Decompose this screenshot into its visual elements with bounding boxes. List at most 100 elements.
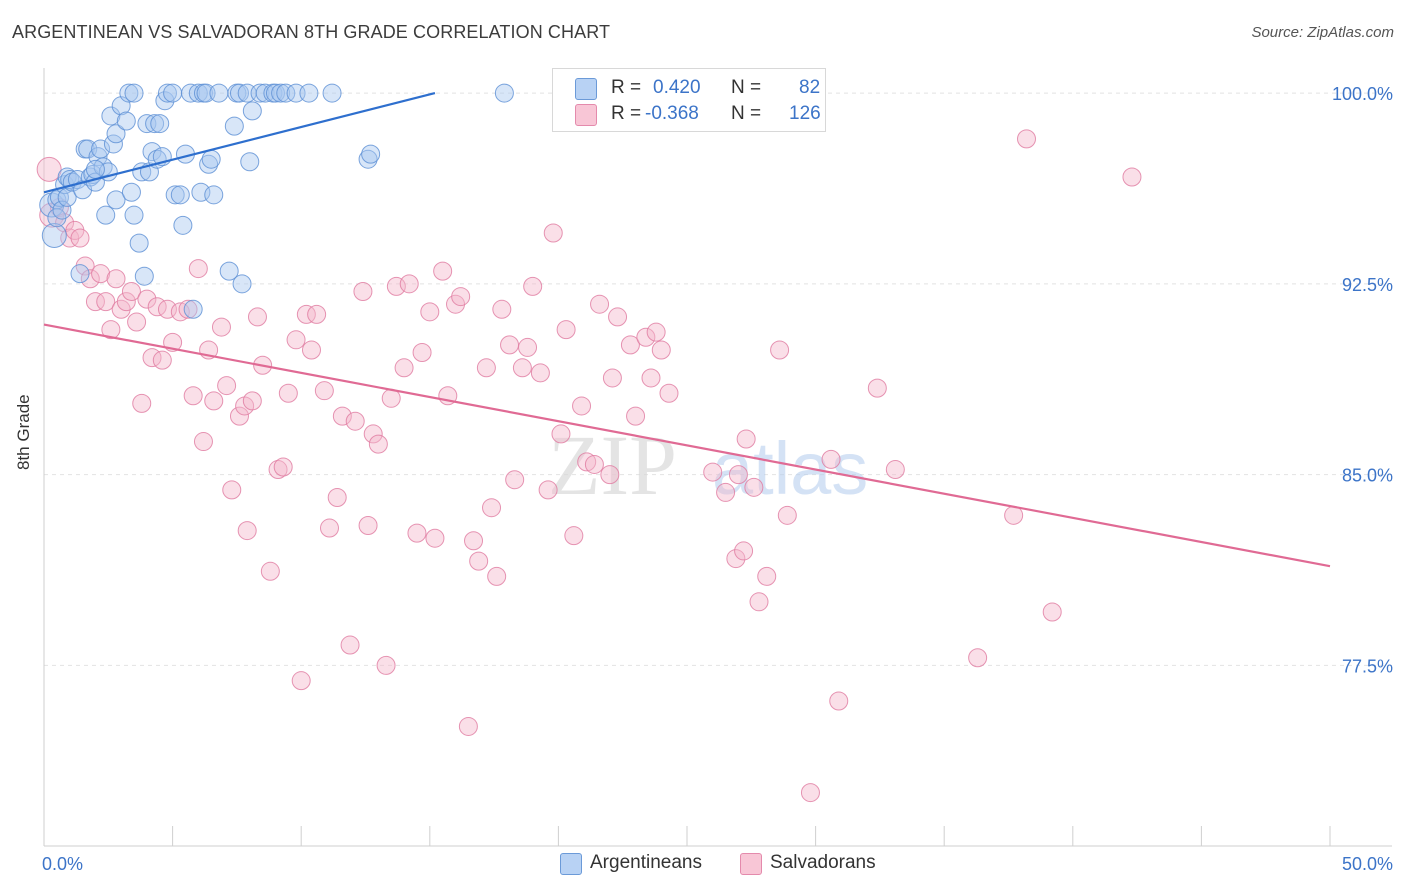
salvadorans-point-28	[188, 259, 208, 279]
argentineans-point-74	[299, 83, 319, 103]
argentineans-point-5	[52, 200, 72, 220]
salvadorans-point-64	[399, 274, 419, 294]
argentineans-point-30	[119, 83, 139, 103]
salvadorans-point-79	[492, 299, 512, 319]
x-tick-label-end: 50.0%	[1342, 854, 1393, 874]
salvadorans-point-29	[193, 432, 213, 452]
salvadorans-point-80	[500, 335, 520, 355]
argentineans-point-39	[145, 114, 165, 134]
argentineans-n-value: 82	[799, 77, 821, 98]
argentineans-point-26	[106, 124, 126, 144]
salvadorans-trend-line	[43, 323, 1331, 568]
source-label: Source: ZipAtlas.com	[1251, 24, 1394, 41]
salvadorans-point-68	[425, 528, 445, 548]
y-tick-label-1: 92.5%	[1342, 275, 1393, 295]
bottom-salvadorans-swatch	[740, 853, 762, 875]
salvadorans-point-102	[646, 322, 666, 342]
salvadorans-point-39	[247, 307, 267, 327]
salvadorans-point-112	[757, 566, 777, 586]
argentineans-point-71	[271, 83, 291, 103]
argentineans-point-42	[155, 91, 175, 111]
salvadorans-point-83	[518, 337, 538, 357]
argentineans-point-27	[106, 190, 126, 210]
salvadorans-point-118	[885, 460, 905, 480]
salvadorans-point-105	[703, 462, 723, 482]
salvadorans-point-15	[116, 292, 136, 312]
argentineans-point-12	[70, 264, 90, 284]
argentineans-point-68	[255, 83, 275, 103]
argentineans-point-63	[232, 274, 252, 294]
salvadorans-point-113	[770, 340, 790, 360]
argentineans-point-58	[209, 83, 229, 103]
salvadorans-point-44	[278, 383, 298, 403]
salvadorans-point-110	[744, 477, 764, 497]
salvadorans-point-58	[363, 424, 383, 444]
argentineans-point-75	[322, 83, 342, 103]
salvadorans-point-121	[1017, 129, 1037, 149]
argentineans-point-59	[219, 261, 239, 281]
salvadorans-point-26	[178, 299, 198, 319]
argentineans-point-77	[361, 144, 381, 164]
salvadorans-point-0	[36, 156, 62, 182]
y-tick-label-3: 77.5%	[1342, 656, 1393, 676]
salvadorans-point-65	[407, 523, 427, 543]
salvadorans-points	[36, 129, 1142, 803]
argentineans-point-57	[204, 185, 224, 205]
salvadorans-point-57	[358, 515, 378, 535]
salvadorans-point-93	[584, 454, 604, 474]
argentineans-point-29	[116, 111, 136, 131]
stats-legend: R = 0.420 N = 82 R = -0.368 N = 126	[552, 68, 826, 132]
salvadorans-point-106	[716, 482, 736, 502]
salvadorans-point-55	[345, 411, 365, 431]
salvadorans-r-label: R =	[611, 103, 642, 124]
watermark-atlas: atlas	[712, 427, 868, 510]
argentineans-point-70	[265, 83, 285, 103]
salvadorans-n-value: 126	[789, 103, 821, 124]
salvadorans-point-82	[512, 358, 532, 378]
y-tick-label-2: 85.0%	[1342, 466, 1393, 486]
salvadorans-point-77	[482, 498, 502, 518]
salvadorans-point-42	[268, 460, 288, 480]
salvadorans-point-22	[152, 350, 172, 370]
salvadorans-point-115	[821, 449, 841, 469]
salvadorans-point-63	[394, 358, 414, 378]
salvadorans-point-43	[273, 457, 293, 477]
salvadorans-point-123	[1122, 167, 1142, 187]
salvadorans-point-104	[659, 383, 679, 403]
salvadorans-point-10	[91, 264, 111, 284]
salvadorans-point-6	[70, 228, 90, 248]
salvadorans-point-13	[106, 269, 126, 289]
argentineans-point-43	[157, 83, 177, 103]
salvadorans-point-48	[301, 340, 321, 360]
salvadorans-point-38	[242, 391, 262, 411]
argentineans-point-22	[96, 205, 116, 225]
salvadorans-point-92	[577, 452, 597, 472]
salvadorans-point-41	[260, 561, 280, 581]
salvadorans-point-53	[332, 406, 352, 426]
argentineans-point-19	[88, 147, 108, 167]
salvadorans-point-51	[319, 518, 339, 538]
argentineans-point-79	[124, 83, 144, 103]
salvadorans-n-label: N =	[731, 103, 762, 124]
salvadorans-point-76	[476, 358, 496, 378]
salvadorans-point-78	[487, 566, 507, 586]
argentineans-point-31	[121, 182, 141, 202]
y-tick-label-0: 100.0%	[1332, 84, 1393, 104]
argentineans-point-62	[229, 83, 249, 103]
salvadorans-point-88	[551, 424, 571, 444]
salvadorans-point-81	[505, 470, 525, 490]
salvadorans-point-52	[327, 488, 347, 508]
salvadorans-point-103	[651, 340, 671, 360]
trend-lines	[43, 92, 1331, 568]
salvadorans-point-99	[626, 406, 646, 426]
salvadorans-point-74	[464, 531, 484, 551]
salvadorans-point-124	[800, 783, 820, 803]
salvadorans-point-119	[968, 648, 988, 668]
salvadorans-point-116	[829, 691, 849, 711]
argentineans-point-51	[188, 83, 208, 103]
salvadorans-point-72	[451, 287, 471, 307]
salvadorans-point-19	[137, 289, 157, 309]
salvadorans-point-98	[620, 335, 640, 355]
bottom-argentineans-swatch	[560, 853, 582, 875]
salvadorans-point-90	[564, 526, 584, 546]
